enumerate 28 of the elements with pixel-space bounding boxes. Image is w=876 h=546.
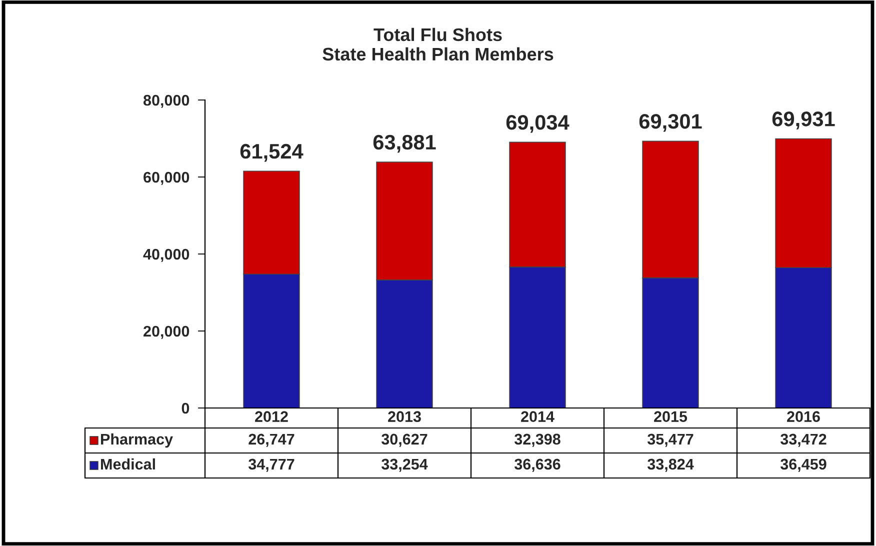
total-label: 69,034 [506,115,570,133]
y-tick-label: 80,000 [143,94,190,108]
total-label: 63,881 [373,134,436,153]
x-tick-label: 2012 [255,411,288,422]
y-tick-label: 0 [182,402,190,414]
total-label: 69,931 [772,112,835,130]
data-label: 33,254 [381,458,428,472]
x-tick-label: 2013 [388,411,421,422]
data-label: 36,636 [514,458,560,472]
data-label: 33,472 [780,434,826,447]
data-label: 26,747 [248,434,294,447]
chart-title: Total Flu Shots State Health Plan Members [322,28,554,61]
data-label: 34,777 [248,458,294,472]
data-label: 33,824 [647,458,694,472]
total-label: 61,524 [240,144,304,162]
data-label: 35,477 [647,434,694,447]
data-label: 36,459 [780,458,826,472]
x-tick-label: 2015 [654,411,688,422]
y-tick-label: 40,000 [143,248,190,262]
legend-label: Pharmacy [101,433,173,448]
x-tick-label: 2014 [521,411,554,422]
total-label: 69,301 [639,114,702,132]
data-label: 30,627 [381,434,428,447]
x-tick-label: 2016 [787,411,820,422]
legend-label: Medical [101,458,155,470]
y-tick-label: 20,000 [144,326,190,339]
y-tick-label: 60,000 [144,172,190,185]
data-label: 32,398 [514,434,560,447]
